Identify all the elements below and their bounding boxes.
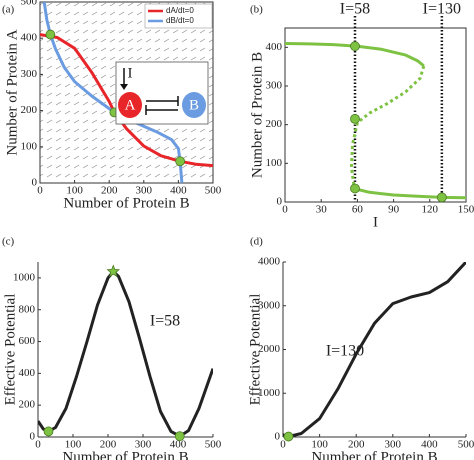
x-tick-label: 100 xyxy=(311,439,328,451)
y-axis-label: Effective Potential xyxy=(247,294,263,406)
y-tick-label: 200 xyxy=(21,104,38,116)
x-tick-label: 150 xyxy=(458,204,474,216)
y-tick-label: 1000 xyxy=(13,271,36,283)
panel-label: (d) xyxy=(250,236,263,248)
x-tick-label: 100 xyxy=(66,185,83,197)
point xyxy=(350,113,360,124)
node xyxy=(182,92,206,118)
legend-label: dB/dt=0 xyxy=(166,16,194,25)
y-tick-label: 100 xyxy=(266,157,283,169)
y-tick-label: 300 xyxy=(266,80,283,92)
y-tick-label: 500 xyxy=(21,0,38,8)
y-tick-label: 400 xyxy=(266,41,283,53)
y-tick-label: 400 xyxy=(21,32,38,44)
x-tick-label: 400 xyxy=(421,439,438,451)
x-tick-label: 0 xyxy=(37,185,43,197)
curve xyxy=(285,42,425,68)
x-tick-label: 300 xyxy=(136,185,153,197)
y-axis-label: Number of Protein A xyxy=(4,29,20,155)
y-tick-label: 4000 xyxy=(258,256,281,268)
curve xyxy=(283,262,466,437)
y-tick-label: 100 xyxy=(21,140,38,152)
y-tick-label: 800 xyxy=(19,303,36,315)
x-tick-label: 300 xyxy=(385,439,402,451)
panel-label: (a) xyxy=(2,4,15,16)
point xyxy=(174,431,185,442)
x-tick-label: 60 xyxy=(352,204,364,216)
annotation: I=58 xyxy=(150,313,180,330)
axes-box xyxy=(39,1,214,184)
y-axis-label: Number of Protein B xyxy=(249,52,265,178)
point xyxy=(283,431,294,442)
node-label: B xyxy=(189,97,199,113)
point xyxy=(45,29,56,40)
vline-label: I=58 xyxy=(340,1,370,18)
y-tick-label: 300 xyxy=(21,68,38,80)
x-tick-label: 500 xyxy=(458,439,474,451)
x-tick-label: 0 xyxy=(282,204,288,216)
x-tick-label: 500 xyxy=(205,439,222,451)
annotation: I=130 xyxy=(326,343,364,360)
y-tick-label: 0 xyxy=(275,431,281,443)
legend-box xyxy=(144,3,213,29)
y-axis-label: Effective Potential xyxy=(2,294,18,406)
x-tick-label: 500 xyxy=(205,185,222,197)
x-axis-label: Number of Protein B xyxy=(62,449,188,460)
x-tick-label: 0 xyxy=(35,439,41,451)
axes-box xyxy=(284,27,467,203)
node-label: A xyxy=(125,97,136,113)
y-tick-label: 0 xyxy=(30,431,36,443)
node xyxy=(118,92,142,118)
panel-label: (c) xyxy=(2,236,15,248)
inset-input: I xyxy=(128,65,133,81)
vline-label: I=130 xyxy=(423,1,461,18)
x-axis-label: Number of Protein B xyxy=(63,195,189,211)
x-tick-label: 400 xyxy=(170,185,187,197)
x-tick-label: 0 xyxy=(280,439,286,451)
x-tick-label: 30 xyxy=(316,204,328,216)
y-tick-label: 400 xyxy=(19,367,36,379)
curve xyxy=(349,65,426,185)
x-tick-label: 400 xyxy=(170,439,187,451)
panel-label: (b) xyxy=(250,4,263,16)
arrow-head xyxy=(120,84,128,90)
curve xyxy=(353,187,466,200)
y-tick-label: 200 xyxy=(19,399,36,411)
y-tick-label: 0 xyxy=(32,177,38,189)
x-tick-label: 300 xyxy=(135,439,152,451)
x-tick-label: 200 xyxy=(348,439,365,451)
x-tick-label: 200 xyxy=(101,185,118,197)
x-tick-label: 100 xyxy=(65,439,82,451)
x-tick-label: 120 xyxy=(422,204,439,216)
point xyxy=(350,183,360,194)
x-axis-label: I xyxy=(373,214,378,230)
point xyxy=(436,192,447,203)
x-axis-label: Number of Protein B xyxy=(311,449,437,460)
y-tick-label: 3000 xyxy=(258,299,281,311)
point xyxy=(175,156,186,167)
y-tick-label: 0 xyxy=(277,196,283,208)
x-tick-label: 200 xyxy=(100,439,117,451)
curve xyxy=(38,270,213,437)
y-tick-label: 600 xyxy=(19,335,36,347)
y-tick-label: 1000 xyxy=(258,387,281,399)
point xyxy=(43,426,54,437)
star-point xyxy=(106,264,121,278)
y-tick-label: 200 xyxy=(266,118,283,130)
point xyxy=(350,41,360,52)
y-tick-label: 2000 xyxy=(258,343,281,355)
legend-label: dA/dt=0 xyxy=(166,6,194,15)
x-tick-label: 90 xyxy=(388,204,400,216)
